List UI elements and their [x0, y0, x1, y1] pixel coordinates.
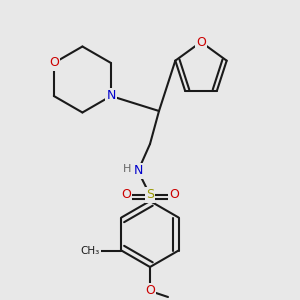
- Text: S: S: [146, 188, 154, 202]
- Text: O: O: [196, 35, 206, 49]
- Text: H: H: [123, 164, 132, 175]
- Text: O: O: [145, 284, 155, 298]
- Text: N: N: [106, 89, 116, 103]
- Text: O: O: [169, 188, 179, 202]
- Text: N: N: [133, 164, 143, 178]
- Text: O: O: [49, 56, 59, 70]
- Text: O: O: [121, 188, 131, 202]
- Text: CH₃: CH₃: [81, 245, 100, 256]
